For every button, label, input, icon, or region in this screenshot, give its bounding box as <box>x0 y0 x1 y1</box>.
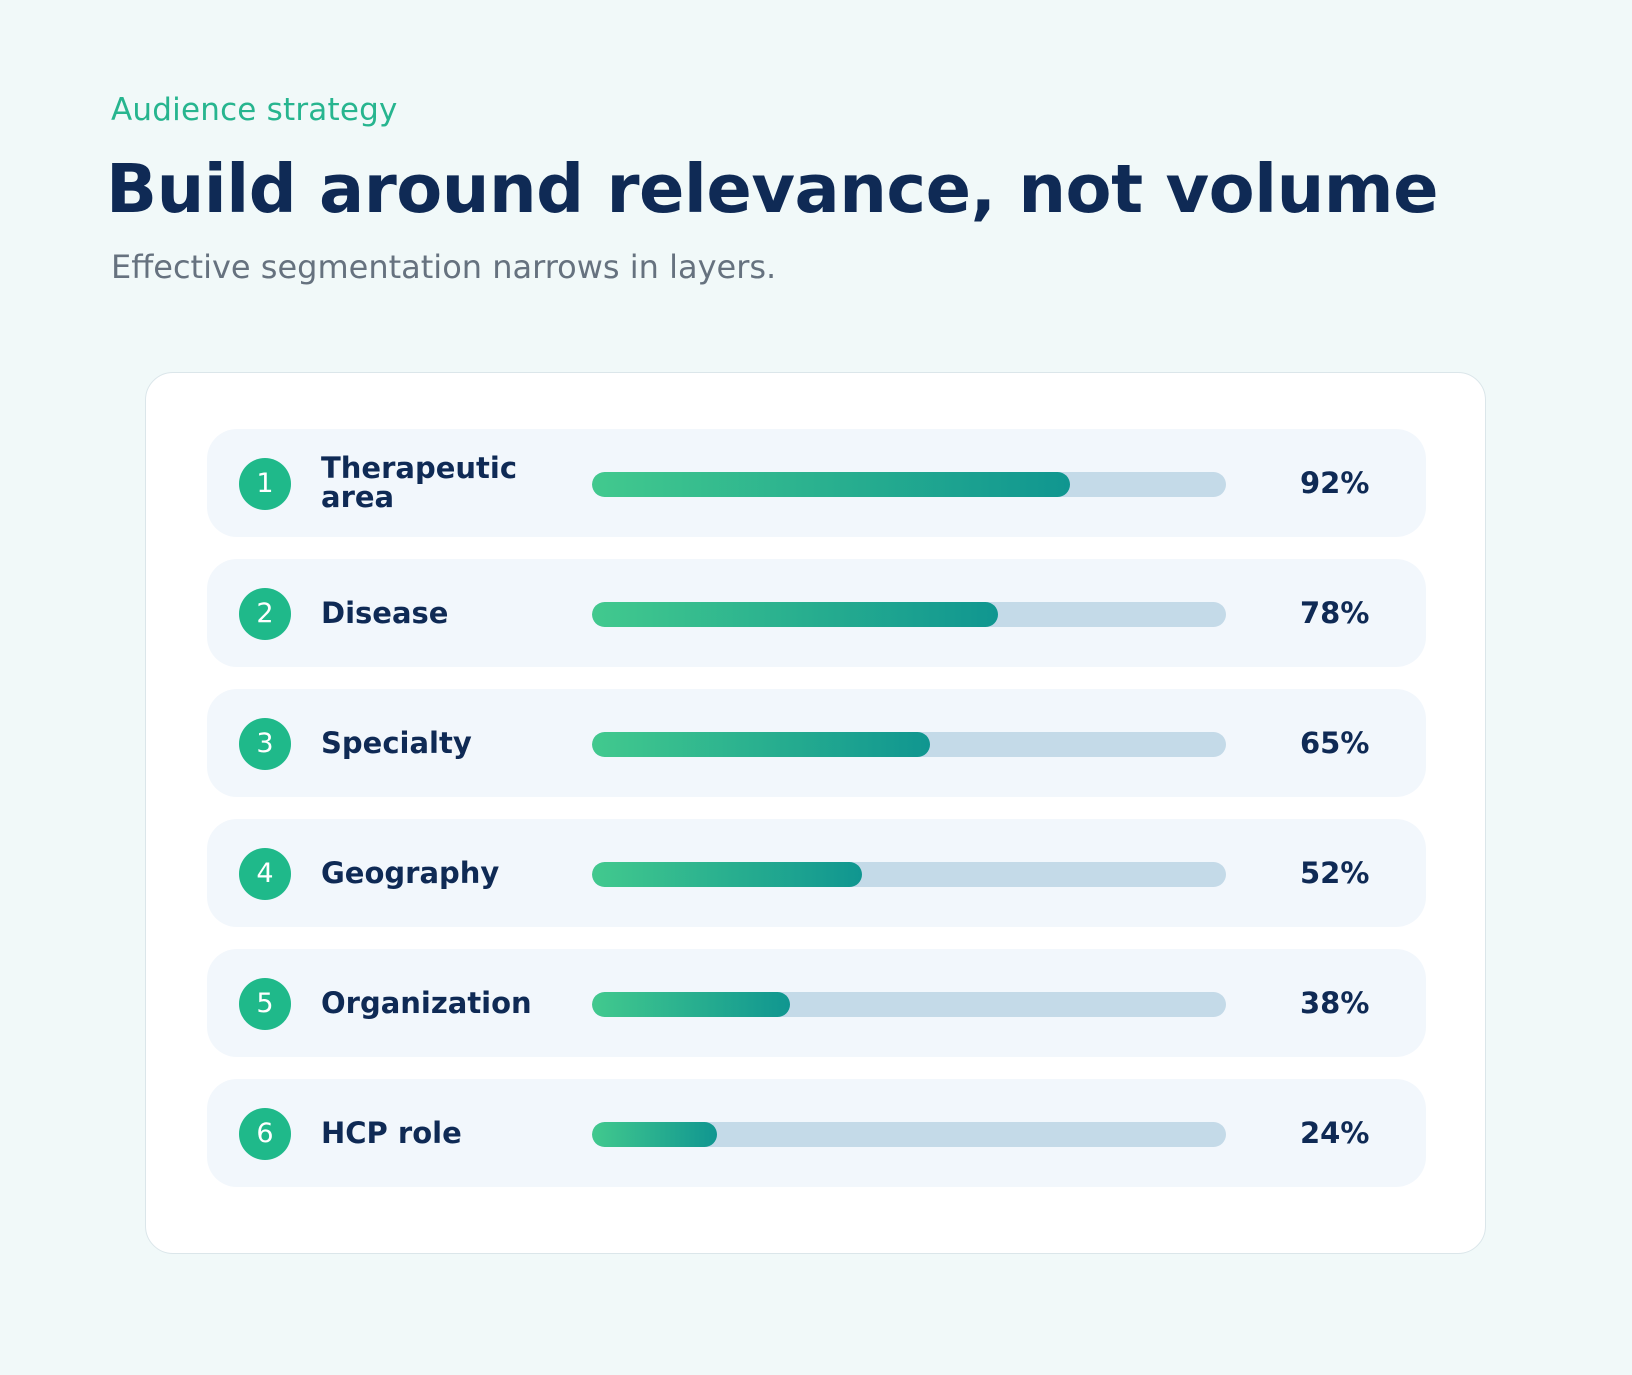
percentage-label: 38% <box>1300 986 1370 1020</box>
bar-track <box>592 732 1226 757</box>
bar-fill <box>592 1122 717 1147</box>
percentage-label: 24% <box>1300 1116 1370 1150</box>
segment-row: 4 Geography 52% <box>207 819 1426 927</box>
segment-label: Geography <box>321 855 500 890</box>
page-subtitle: Effective segmentation narrows in layers… <box>111 248 777 286</box>
bar-track <box>592 602 1226 627</box>
segment-row: 3 Specialty 65% <box>207 689 1426 797</box>
step-number-badge: 2 <box>239 588 291 640</box>
segment-label: Organization <box>321 985 532 1020</box>
bar-track <box>592 992 1226 1017</box>
segment-label: Specialty <box>321 725 472 760</box>
page-title: Build around relevance, not volume <box>106 150 1439 228</box>
segment-label: Therapeutic area <box>321 451 518 514</box>
bar-track <box>592 472 1226 497</box>
segment-row: 5 Organization 38% <box>207 949 1426 1057</box>
percentage-label: 65% <box>1300 726 1370 760</box>
bar-fill <box>592 602 998 627</box>
percentage-label: 78% <box>1300 596 1370 630</box>
segment-row: 1 Therapeutic area 92% <box>207 429 1426 537</box>
bar-fill <box>592 862 863 887</box>
step-number-badge: 3 <box>239 718 291 770</box>
segment-row: 6 HCP role 24% <box>207 1079 1426 1187</box>
segment-row: 2 Disease 78% <box>207 559 1426 667</box>
segment-label: Disease <box>321 595 449 630</box>
percentage-label: 52% <box>1300 856 1370 890</box>
bar-track <box>592 1122 1226 1147</box>
segment-label: HCP role <box>321 1115 462 1150</box>
bar-fill <box>592 992 790 1017</box>
percentage-label: 92% <box>1300 466 1370 500</box>
bar-fill <box>592 732 930 757</box>
step-number-badge: 5 <box>239 978 291 1030</box>
step-number-badge: 4 <box>239 848 291 900</box>
segmentation-chart-card: 1 Therapeutic area 92% 2 Disease 78% 3 Specialt… <box>145 372 1486 1254</box>
eyebrow-label: Audience strategy <box>111 92 398 128</box>
step-number-badge: 6 <box>239 1108 291 1160</box>
bar-track <box>592 862 1226 887</box>
bar-fill <box>592 472 1071 497</box>
step-number-badge: 1 <box>239 458 291 510</box>
